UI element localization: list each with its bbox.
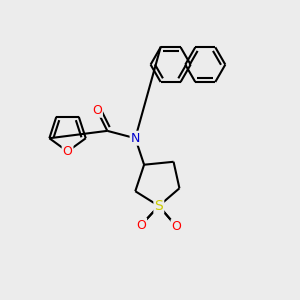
Text: N: N <box>130 132 140 145</box>
Text: O: O <box>92 104 102 117</box>
Text: O: O <box>172 220 182 233</box>
Text: S: S <box>154 199 163 213</box>
Text: O: O <box>63 145 73 158</box>
Text: O: O <box>136 219 146 232</box>
